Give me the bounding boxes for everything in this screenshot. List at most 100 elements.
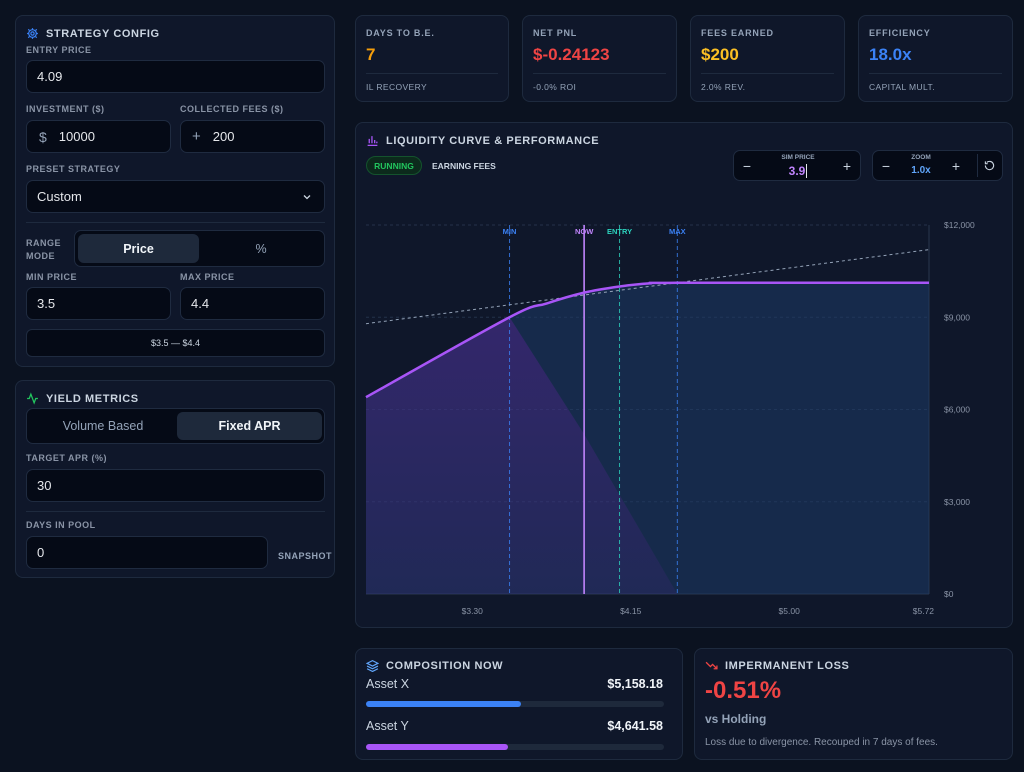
zoom-label: ZOOM xyxy=(911,154,931,161)
chevron-down-icon xyxy=(303,195,311,200)
sim-price-decrease-button[interactable]: − xyxy=(742,158,752,174)
yield-mode-fixed-apr-option[interactable]: Fixed APR xyxy=(177,412,322,440)
marker-label-entry: ENTRY xyxy=(607,227,632,236)
preset-strategy-select[interactable]: Custom xyxy=(26,180,325,213)
composition-panel: COMPOSITION NOW Asset X $5,158.18 Asset … xyxy=(355,648,683,760)
stat-value: 18.0x xyxy=(869,45,912,64)
stat-value: $-0.24123 xyxy=(533,45,610,64)
snapshot-button[interactable]: SNAPSHOT xyxy=(278,551,333,561)
target-apr-value: 30 xyxy=(37,478,52,493)
max-price-input[interactable]: 4.4 xyxy=(180,287,325,320)
yield-mode-toggle: Volume Based Fixed APR xyxy=(26,408,325,444)
asset-x-value: $5,158.18 xyxy=(607,677,663,691)
stat-label: NET PNL xyxy=(533,28,578,38)
entry-price-label: ENTRY PRICE xyxy=(26,45,92,55)
investment-input[interactable]: $ 10000 xyxy=(26,120,171,153)
min-price-value: 3.5 xyxy=(37,296,56,311)
stat-card-days-to-be: DAYS TO B.E. 7 IL RECOVERY xyxy=(355,15,509,102)
days-in-pool-label: DAYS IN POOL xyxy=(26,520,96,530)
stat-card-efficiency: EFFICIENCY 18.0x CAPITAL MULT. xyxy=(858,15,1013,102)
zoom-in-button[interactable]: + xyxy=(951,158,961,174)
impermanent-loss-value: -0.51% xyxy=(705,677,782,704)
asset-y-value: $4,641.58 xyxy=(607,719,663,733)
gear-icon xyxy=(27,28,38,39)
max-price-value: 4.4 xyxy=(191,296,210,311)
sim-price-value: 3.9 xyxy=(788,164,808,178)
impermanent-loss-note: Loss due to divergence. Recouped in 7 da… xyxy=(705,737,938,748)
activity-icon xyxy=(27,392,38,405)
yield-divider xyxy=(26,511,325,512)
liquidity-chart-panel: LIQUIDITY CURVE & PERFORMANCE RUNNING EA… xyxy=(355,122,1013,628)
chart-title: LIQUIDITY CURVE & PERFORMANCE xyxy=(386,134,600,147)
entry-price-input[interactable]: 4.09 xyxy=(26,60,325,93)
status-text: EARNING FEES xyxy=(432,161,496,171)
target-apr-label: TARGET APR (%) xyxy=(26,453,107,463)
min-price-input[interactable]: 3.5 xyxy=(26,287,171,320)
stat-card-fees-earned: FEES EARNED $200 2.0% REV. xyxy=(690,15,845,102)
range-mode-label: RANGE MODE xyxy=(26,237,61,263)
stat-divider xyxy=(533,73,666,74)
strategy-config-header: STRATEGY CONFIG xyxy=(26,27,160,40)
zoom-out-button[interactable]: − xyxy=(881,158,891,174)
days-in-pool-value: 0 xyxy=(37,545,45,560)
asset-y-name: Asset Y xyxy=(366,719,409,733)
asset-x-bar-fill xyxy=(366,701,521,707)
range-mode-label-line-1: RANGE xyxy=(26,238,62,248)
range-mode-percent-option[interactable]: % xyxy=(255,241,267,256)
stat-divider xyxy=(366,73,498,74)
collected-fees-input[interactable]: + 200 xyxy=(180,120,325,153)
stat-subtext: CAPITAL MULT. xyxy=(869,82,935,92)
stat-value: 7 xyxy=(366,45,376,64)
marker-label-max: MAX xyxy=(669,227,686,236)
hold-value-line xyxy=(365,249,930,325)
impermanent-loss-title: IMPERMANENT LOSS xyxy=(725,659,850,672)
stat-label: EFFICIENCY xyxy=(869,28,931,38)
range-summary-text: $3.5 — $4.4 xyxy=(150,338,201,348)
target-apr-input[interactable]: 30 xyxy=(26,469,325,502)
strategy-divider-1 xyxy=(26,222,325,223)
asset-y-bar-fill xyxy=(366,744,508,750)
layers-icon xyxy=(366,659,379,672)
y-tick-label: $9,000 xyxy=(944,312,970,322)
investment-value: 10000 xyxy=(58,129,95,144)
dollar-icon: $ xyxy=(39,128,47,145)
stat-label: DAYS TO B.E. xyxy=(366,28,435,38)
strategy-config-panel: STRATEGY CONFIG ENTRY PRICE 4.09 INVESTM… xyxy=(15,15,335,367)
yield-metrics-panel: YIELD METRICS Volume Based Fixed APR TAR… xyxy=(15,380,335,578)
range-summary: $3.5 — $4.4 xyxy=(26,329,325,357)
marker-label-now: NOW xyxy=(575,227,594,236)
status-badge-text: RUNNING xyxy=(374,160,414,171)
sim-price-label: SIM PRICE xyxy=(781,154,815,161)
reset-zoom-button[interactable] xyxy=(977,154,1001,177)
y-tick-label: $3,000 xyxy=(944,497,970,507)
stat-subtext: 2.0% REV. xyxy=(701,82,746,92)
x-tick-label: $4.15 xyxy=(620,606,642,616)
stat-subtext: IL RECOVERY xyxy=(366,82,428,92)
trending-down-icon xyxy=(705,661,718,670)
marker-label-min: MIN xyxy=(503,227,517,236)
zoom-control: − ZOOM 1.0x + xyxy=(872,150,1003,181)
impermanent-loss-header: IMPERMANENT LOSS xyxy=(705,659,850,672)
asset-x-name: Asset X xyxy=(366,677,410,691)
yield-mode-volume-option[interactable]: Volume Based xyxy=(62,419,144,433)
asset-x-bar xyxy=(366,701,664,707)
sim-price-input[interactable]: 3.9 xyxy=(734,164,862,178)
x-tick-label: $5.00 xyxy=(779,606,801,616)
y-tick-label: $12,000 xyxy=(944,220,975,230)
max-price-label: MAX PRICE xyxy=(180,272,235,282)
zoom-value: 1.0x xyxy=(911,165,931,176)
yield-metrics-title: YIELD METRICS xyxy=(46,392,139,405)
sim-price-increase-button[interactable]: + xyxy=(842,158,852,174)
days-in-pool-input[interactable]: 0 xyxy=(26,536,268,569)
bar-chart-icon xyxy=(367,136,378,147)
range-mode-price-option[interactable]: Price xyxy=(78,234,199,263)
range-mode-label-line-2: MODE xyxy=(26,251,55,261)
composition-header: COMPOSITION NOW xyxy=(366,659,503,672)
plus-icon: + xyxy=(192,128,201,145)
stat-divider xyxy=(869,73,1002,74)
entry-price-value: 4.09 xyxy=(37,69,63,84)
range-mode-toggle: Price % xyxy=(74,230,325,267)
stat-divider xyxy=(701,73,834,74)
stat-card-net-pnl: NET PNL $-0.24123 -0.0% ROI xyxy=(522,15,677,102)
yield-metrics-header: YIELD METRICS xyxy=(26,392,139,405)
